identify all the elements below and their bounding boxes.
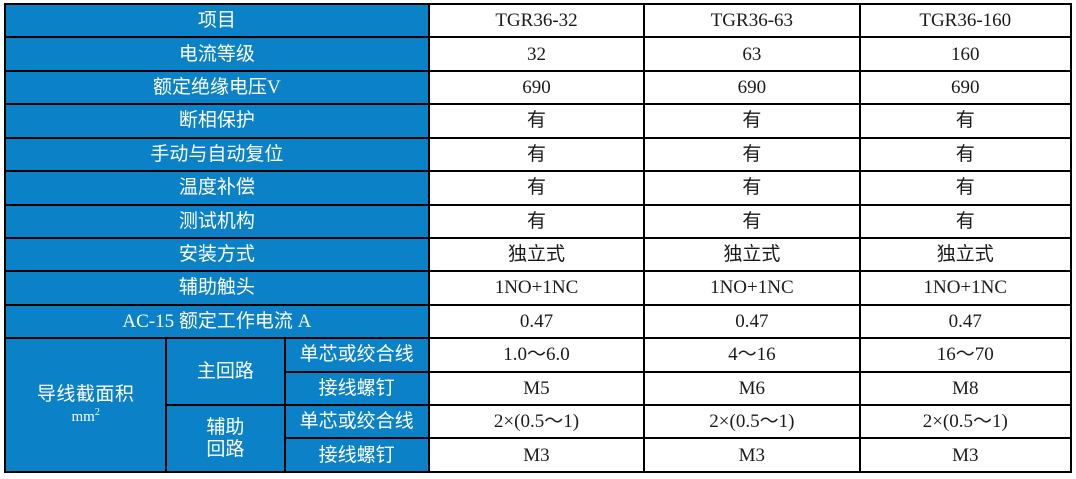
cell-main-single-core-2: 4～16 xyxy=(643,337,861,373)
row-label-main-terminal-screw: 接线螺钉 xyxy=(283,370,430,407)
table-row-test-mechanism: 测试机构 有 有 有 xyxy=(4,203,1073,239)
cell-manual-auto-reset-3: 有 xyxy=(858,136,1073,173)
table-row-aux-circuit-conductor: 辅助 回路 单芯或绞合线 2×(0.5～1) 2×(0.5～1) 2×(0.5～… xyxy=(5,404,1073,473)
cell-phase-failure-3: 有 xyxy=(858,103,1073,139)
header-model-1: TGR36-32 xyxy=(427,2,646,39)
cell-current-rating-1: 32 xyxy=(427,36,646,72)
cell-manual-auto-reset-2: 有 xyxy=(643,136,861,173)
cell-temperature-compensation-2: 有 xyxy=(643,170,861,206)
group-label-unit: mm2 xyxy=(71,407,100,426)
header-label-item: 项目 xyxy=(4,2,430,39)
group-label-wire-cross-section: 导线截面积 mm2 xyxy=(3,337,168,473)
cell-temperature-compensation-1: 有 xyxy=(427,170,646,206)
table-row-insulation-voltage: 额定绝缘电压V 690 690 690 xyxy=(4,69,1073,106)
cell-manual-auto-reset-1: 有 xyxy=(427,136,646,173)
cell-test-mechanism-3: 有 xyxy=(858,203,1073,239)
cell-temperature-compensation-3: 有 xyxy=(858,170,1073,206)
cell-auxiliary-contact-2: 1NO+1NC xyxy=(643,270,861,306)
cell-test-mechanism-1: 有 xyxy=(427,203,646,239)
table-row-ac15-operational-current: AC-15 额定工作电流 A 0.47 0.47 0.47 xyxy=(4,303,1073,340)
cell-main-single-core-1: 1.0～6.0 xyxy=(427,337,646,373)
row-label-auxiliary-contact: 辅助触头 xyxy=(4,270,430,306)
cell-aux-single-core-3: 2×(0.5～1) xyxy=(858,404,1073,440)
row-label-main-single-core: 单芯或绞合线 xyxy=(283,337,430,373)
row-label-mounting-type: 安装方式 xyxy=(4,236,430,273)
table-row-header: 项目 TGR36-32 TGR36-63 TGR36-160 xyxy=(4,2,1073,39)
table-row-main-circuit-conductor: 导线截面积 mm2 主回路 单芯或绞合线 1.0～6.0 4～16 16～70 xyxy=(3,337,1073,473)
table-row-auxiliary-contact: 辅助触头 1NO+1NC 1NO+1NC 1NO+1NC xyxy=(4,270,1073,306)
aux-label-line-2: 回路 xyxy=(206,438,245,460)
specification-table: 项目 TGR36-32 TGR36-63 TGR36-160 电流等级 32 6… xyxy=(3,2,1073,473)
cell-insulation-voltage-2: 690 xyxy=(643,69,861,106)
table-row-main-circuit-screw: 接线螺钉 M5 M6 M8 xyxy=(5,370,1073,407)
cell-aux-single-core-2: 2×(0.5～1) xyxy=(643,404,861,440)
table-row-temperature-compensation: 温度补偿 有 有 有 xyxy=(4,170,1073,206)
cell-ac15-current-1: 0.47 xyxy=(427,303,646,340)
cell-main-single-core-3: 16～70 xyxy=(858,337,1073,373)
cell-auxiliary-contact-1: 1NO+1NC xyxy=(427,270,646,306)
row-label-temperature-compensation: 温度补偿 xyxy=(4,170,430,206)
row-label-manual-auto-reset: 手动与自动复位 xyxy=(4,136,430,173)
row-label-current-rating: 电流等级 xyxy=(4,36,430,72)
cell-aux-screw-3: M3 xyxy=(858,437,1073,473)
cell-mounting-type-1: 独立式 xyxy=(427,236,646,273)
table-row-manual-auto-reset: 手动与自动复位 有 有 有 xyxy=(4,136,1073,173)
table-row-phase-failure-protection: 断相保护 有 有 有 xyxy=(4,103,1073,139)
cell-mounting-type-2: 独立式 xyxy=(643,236,861,273)
cell-auxiliary-contact-3: 1NO+1NC xyxy=(858,270,1073,306)
cell-ac15-current-3: 0.47 xyxy=(858,303,1073,340)
cell-insulation-voltage-1: 690 xyxy=(427,69,646,106)
cell-insulation-voltage-3: 690 xyxy=(858,69,1073,106)
table-row-mounting-type: 安装方式 独立式 独立式 独立式 xyxy=(4,236,1073,273)
row-label-test-mechanism: 测试机构 xyxy=(4,203,430,239)
subgroup-label-auxiliary-circuit: 辅助 回路 xyxy=(165,404,286,473)
table-row-aux-circuit-screw: 接线螺钉 M3 M3 M3 xyxy=(5,437,1073,473)
cell-current-rating-2: 63 xyxy=(643,36,861,72)
cell-aux-single-core-1: 2×(0.5～1) xyxy=(427,404,646,440)
cell-ac15-current-2: 0.47 xyxy=(643,303,861,340)
cell-phase-failure-1: 有 xyxy=(427,103,646,139)
cell-main-screw-1: M5 xyxy=(427,370,646,407)
group-label-text: 导线截面积 xyxy=(36,384,135,406)
cell-aux-screw-2: M3 xyxy=(643,437,861,473)
cell-main-screw-3: M8 xyxy=(858,370,1073,407)
row-label-phase-failure-protection: 断相保护 xyxy=(4,103,430,139)
cell-main-screw-2: M6 xyxy=(643,370,861,407)
table-row-current-rating: 电流等级 32 63 160 xyxy=(4,36,1073,72)
cell-mounting-type-3: 独立式 xyxy=(858,236,1073,273)
row-label-aux-terminal-screw: 接线螺钉 xyxy=(283,437,430,473)
header-model-3: TGR36-160 xyxy=(858,2,1073,39)
aux-label-line-1: 辅助 xyxy=(206,417,245,439)
row-label-ac15-operational-current: AC-15 额定工作电流 A xyxy=(4,303,430,340)
cell-test-mechanism-2: 有 xyxy=(643,203,861,239)
header-model-2: TGR36-63 xyxy=(643,2,861,39)
cell-phase-failure-2: 有 xyxy=(643,103,861,139)
cell-aux-screw-1: M3 xyxy=(427,437,646,473)
row-label-aux-single-core: 单芯或绞合线 xyxy=(283,404,430,440)
row-label-insulation-voltage: 额定绝缘电压V xyxy=(4,69,430,106)
subgroup-label-main-circuit: 主回路 xyxy=(165,337,286,407)
cell-current-rating-3: 160 xyxy=(858,36,1073,72)
